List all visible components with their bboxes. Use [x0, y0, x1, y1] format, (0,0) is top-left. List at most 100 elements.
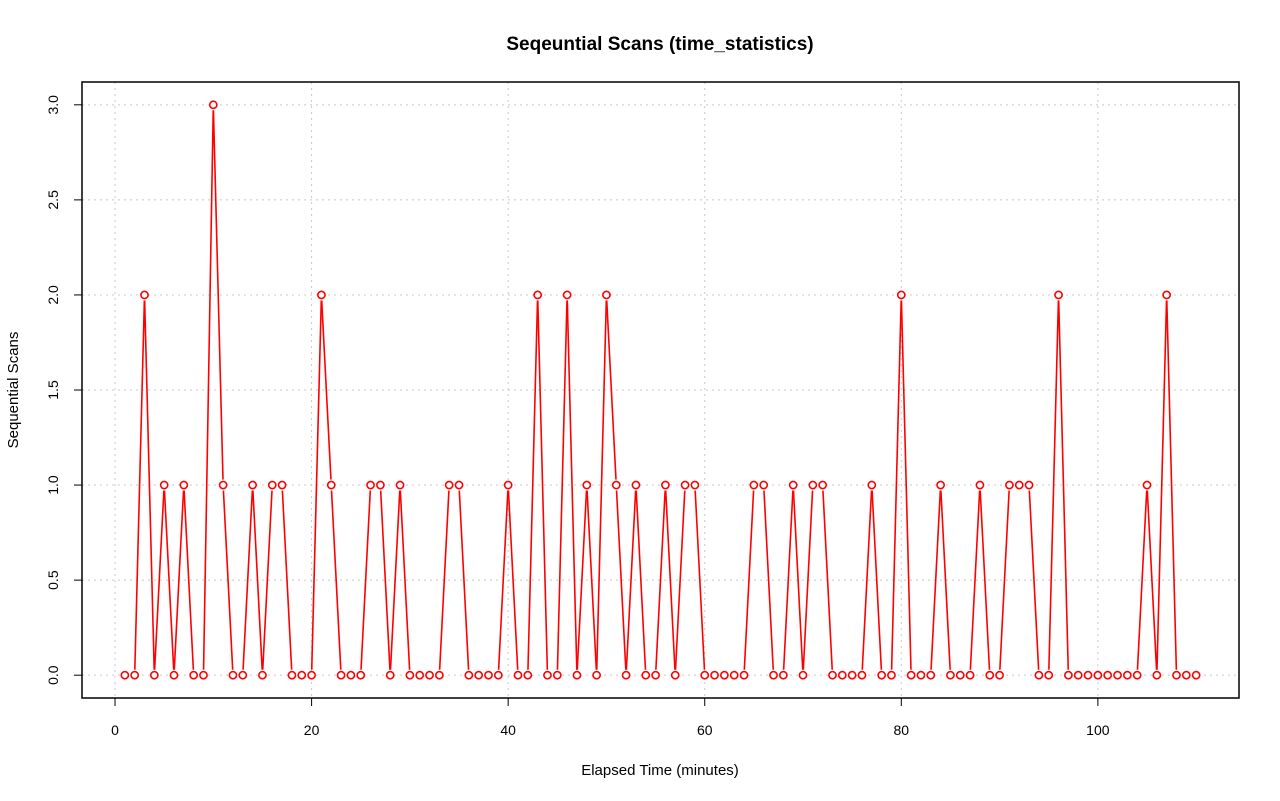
y-axis: 0.0 0.5 1.0 1.5 2.0 2.5 3.0 [45, 95, 83, 685]
series-segment [1048, 300, 1060, 670]
series-segment [438, 490, 450, 670]
series-segment [566, 300, 578, 670]
data-point [297, 670, 307, 680]
data-point [238, 670, 248, 680]
series-segment [615, 490, 627, 670]
data-point [1034, 670, 1044, 680]
data-point [189, 670, 199, 680]
data-point [444, 480, 454, 490]
series-segment [635, 490, 647, 670]
data-point [631, 480, 641, 490]
data-point [700, 670, 710, 680]
series-segment [605, 300, 617, 480]
data-point [690, 480, 700, 490]
data-point [1024, 480, 1034, 490]
data-point [837, 670, 847, 680]
series-segment [310, 300, 323, 670]
data-point [759, 480, 769, 490]
data-point [218, 480, 228, 490]
data-point [670, 670, 680, 680]
data-point [159, 480, 169, 490]
data-point [995, 670, 1004, 680]
x-tick-label: 80 [894, 722, 910, 738]
series-segment [940, 490, 951, 670]
data-point [1142, 480, 1152, 490]
y-tick-label: 2.5 [45, 190, 61, 210]
data-point [454, 480, 464, 490]
data-point [395, 480, 405, 490]
series-segment [183, 490, 195, 670]
data-point [484, 670, 493, 680]
series-segment [674, 490, 686, 670]
data-point [582, 480, 592, 490]
series-segment [900, 300, 912, 670]
series-segment [497, 490, 509, 670]
series-segment [379, 490, 391, 670]
data-point [385, 670, 395, 680]
data-point [965, 670, 975, 680]
series-segment [458, 490, 470, 670]
series-segment [1166, 300, 1178, 670]
data-point [1044, 670, 1054, 680]
series-segment [969, 490, 981, 670]
data-point [464, 670, 474, 680]
series-segment [664, 490, 676, 670]
series-segment [586, 490, 598, 670]
series-segment [890, 300, 902, 670]
data-point [366, 480, 375, 490]
data-point [1063, 670, 1073, 680]
series-segment [743, 490, 755, 670]
data-point [356, 670, 366, 680]
series-segment [163, 490, 175, 670]
data-point [719, 670, 729, 680]
chart-title: Seqeuntial Scans (time_statistics) [506, 34, 813, 55]
y-tick-label: 2.0 [45, 285, 61, 305]
series-segment [999, 490, 1010, 670]
data-point [493, 670, 503, 680]
series-segment [1028, 490, 1040, 670]
data-point [896, 290, 906, 300]
series-segment [173, 490, 185, 670]
data-point [916, 670, 926, 680]
data-point [985, 670, 995, 680]
data-point [611, 480, 621, 490]
data-point [415, 670, 425, 680]
data-point [208, 100, 218, 110]
data-point [140, 290, 149, 300]
data-point [769, 670, 778, 680]
series-segment [507, 490, 519, 670]
data-point [543, 670, 552, 680]
series-segment [655, 490, 666, 670]
data-point [641, 670, 651, 680]
series-segment [360, 490, 372, 670]
x-tick-label: 40 [500, 722, 516, 738]
data-point [326, 480, 336, 490]
grid [82, 82, 1239, 698]
series-segment [930, 490, 942, 670]
data-point [503, 480, 513, 490]
data-point [405, 670, 415, 680]
data-point [710, 670, 719, 680]
series-segment [576, 490, 588, 670]
series-segment [802, 490, 814, 670]
data-point [336, 670, 346, 680]
data-point [562, 290, 572, 300]
series-segment [1057, 300, 1070, 670]
series-segment [763, 490, 775, 670]
series-segment [694, 490, 706, 670]
data-point [523, 670, 533, 680]
data-point [1083, 670, 1093, 680]
data-point [375, 480, 385, 490]
data-point [788, 480, 798, 490]
data-point [828, 670, 837, 680]
x-axis-label: Elapsed Time (minutes) [581, 762, 739, 779]
data-point [887, 670, 896, 680]
data-point [317, 290, 326, 300]
data-point [258, 670, 267, 680]
x-tick-label: 20 [304, 722, 320, 738]
series-segment [134, 300, 146, 670]
x-axis: 0 20 40 60 80 100 [111, 697, 1110, 738]
y-tick-label: 0.5 [45, 570, 61, 590]
series-segment [202, 110, 215, 670]
